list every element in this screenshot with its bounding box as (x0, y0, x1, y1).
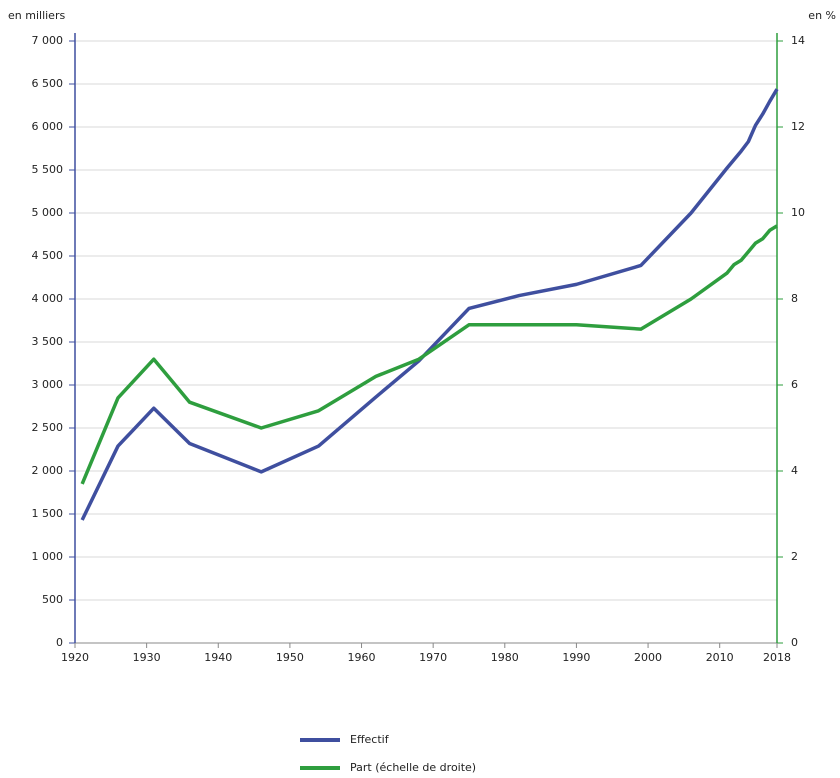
x-tick-label: 1930 (133, 651, 161, 664)
y2-axis-label: en % (808, 9, 836, 22)
series-line (80, 224, 778, 485)
y-tick-label: 6 000 (32, 120, 64, 133)
legend-label: Effectif (350, 733, 390, 746)
y2-tick-label: 4 (791, 464, 798, 477)
y-tick-label: 1 000 (32, 550, 64, 563)
y2-tick-label: 8 (791, 292, 798, 305)
y-tick-label: 4 000 (32, 292, 64, 305)
y-tick-label: 3 500 (32, 335, 64, 348)
y-tick-label: 6 500 (32, 77, 64, 90)
y-tick-label: 7 000 (32, 34, 64, 47)
y-tick-label: 2 500 (32, 421, 64, 434)
x-tick-label: 2010 (706, 651, 734, 664)
x-tick-label: 1980 (491, 651, 519, 664)
y-tick-label: 500 (42, 593, 63, 606)
x-tick-label: 1970 (419, 651, 447, 664)
x-tick-label: 1960 (348, 651, 376, 664)
x-tick-label: 1950 (276, 651, 304, 664)
y-tick-label: 2 000 (32, 464, 64, 477)
y-tick-label: 5 500 (32, 163, 64, 176)
y2-tick-label: 12 (791, 120, 805, 133)
y-tick-label: 3 000 (32, 378, 64, 391)
y-axis-label: en milliers (8, 9, 65, 22)
y2-tick-label: 10 (791, 206, 805, 219)
x-tick-label: 1940 (204, 651, 232, 664)
x-tick-label: 2000 (634, 651, 662, 664)
series-line (80, 88, 779, 521)
x-tick-label: 1990 (562, 651, 590, 664)
y-tick-label: 5 000 (32, 206, 64, 219)
y-tick-label: 0 (56, 636, 63, 649)
y2-tick-label: 6 (791, 378, 798, 391)
y2-tick-label: 0 (791, 636, 798, 649)
y-tick-label: 1 500 (32, 507, 64, 520)
y2-tick-label: 2 (791, 550, 798, 563)
y2-tick-label: 14 (791, 34, 805, 47)
y-tick-label: 4 500 (32, 249, 64, 262)
x-tick-label: 2018 (763, 651, 791, 664)
legend-label: Part (échelle de droite) (350, 761, 476, 774)
x-tick-label: 1920 (61, 651, 89, 664)
